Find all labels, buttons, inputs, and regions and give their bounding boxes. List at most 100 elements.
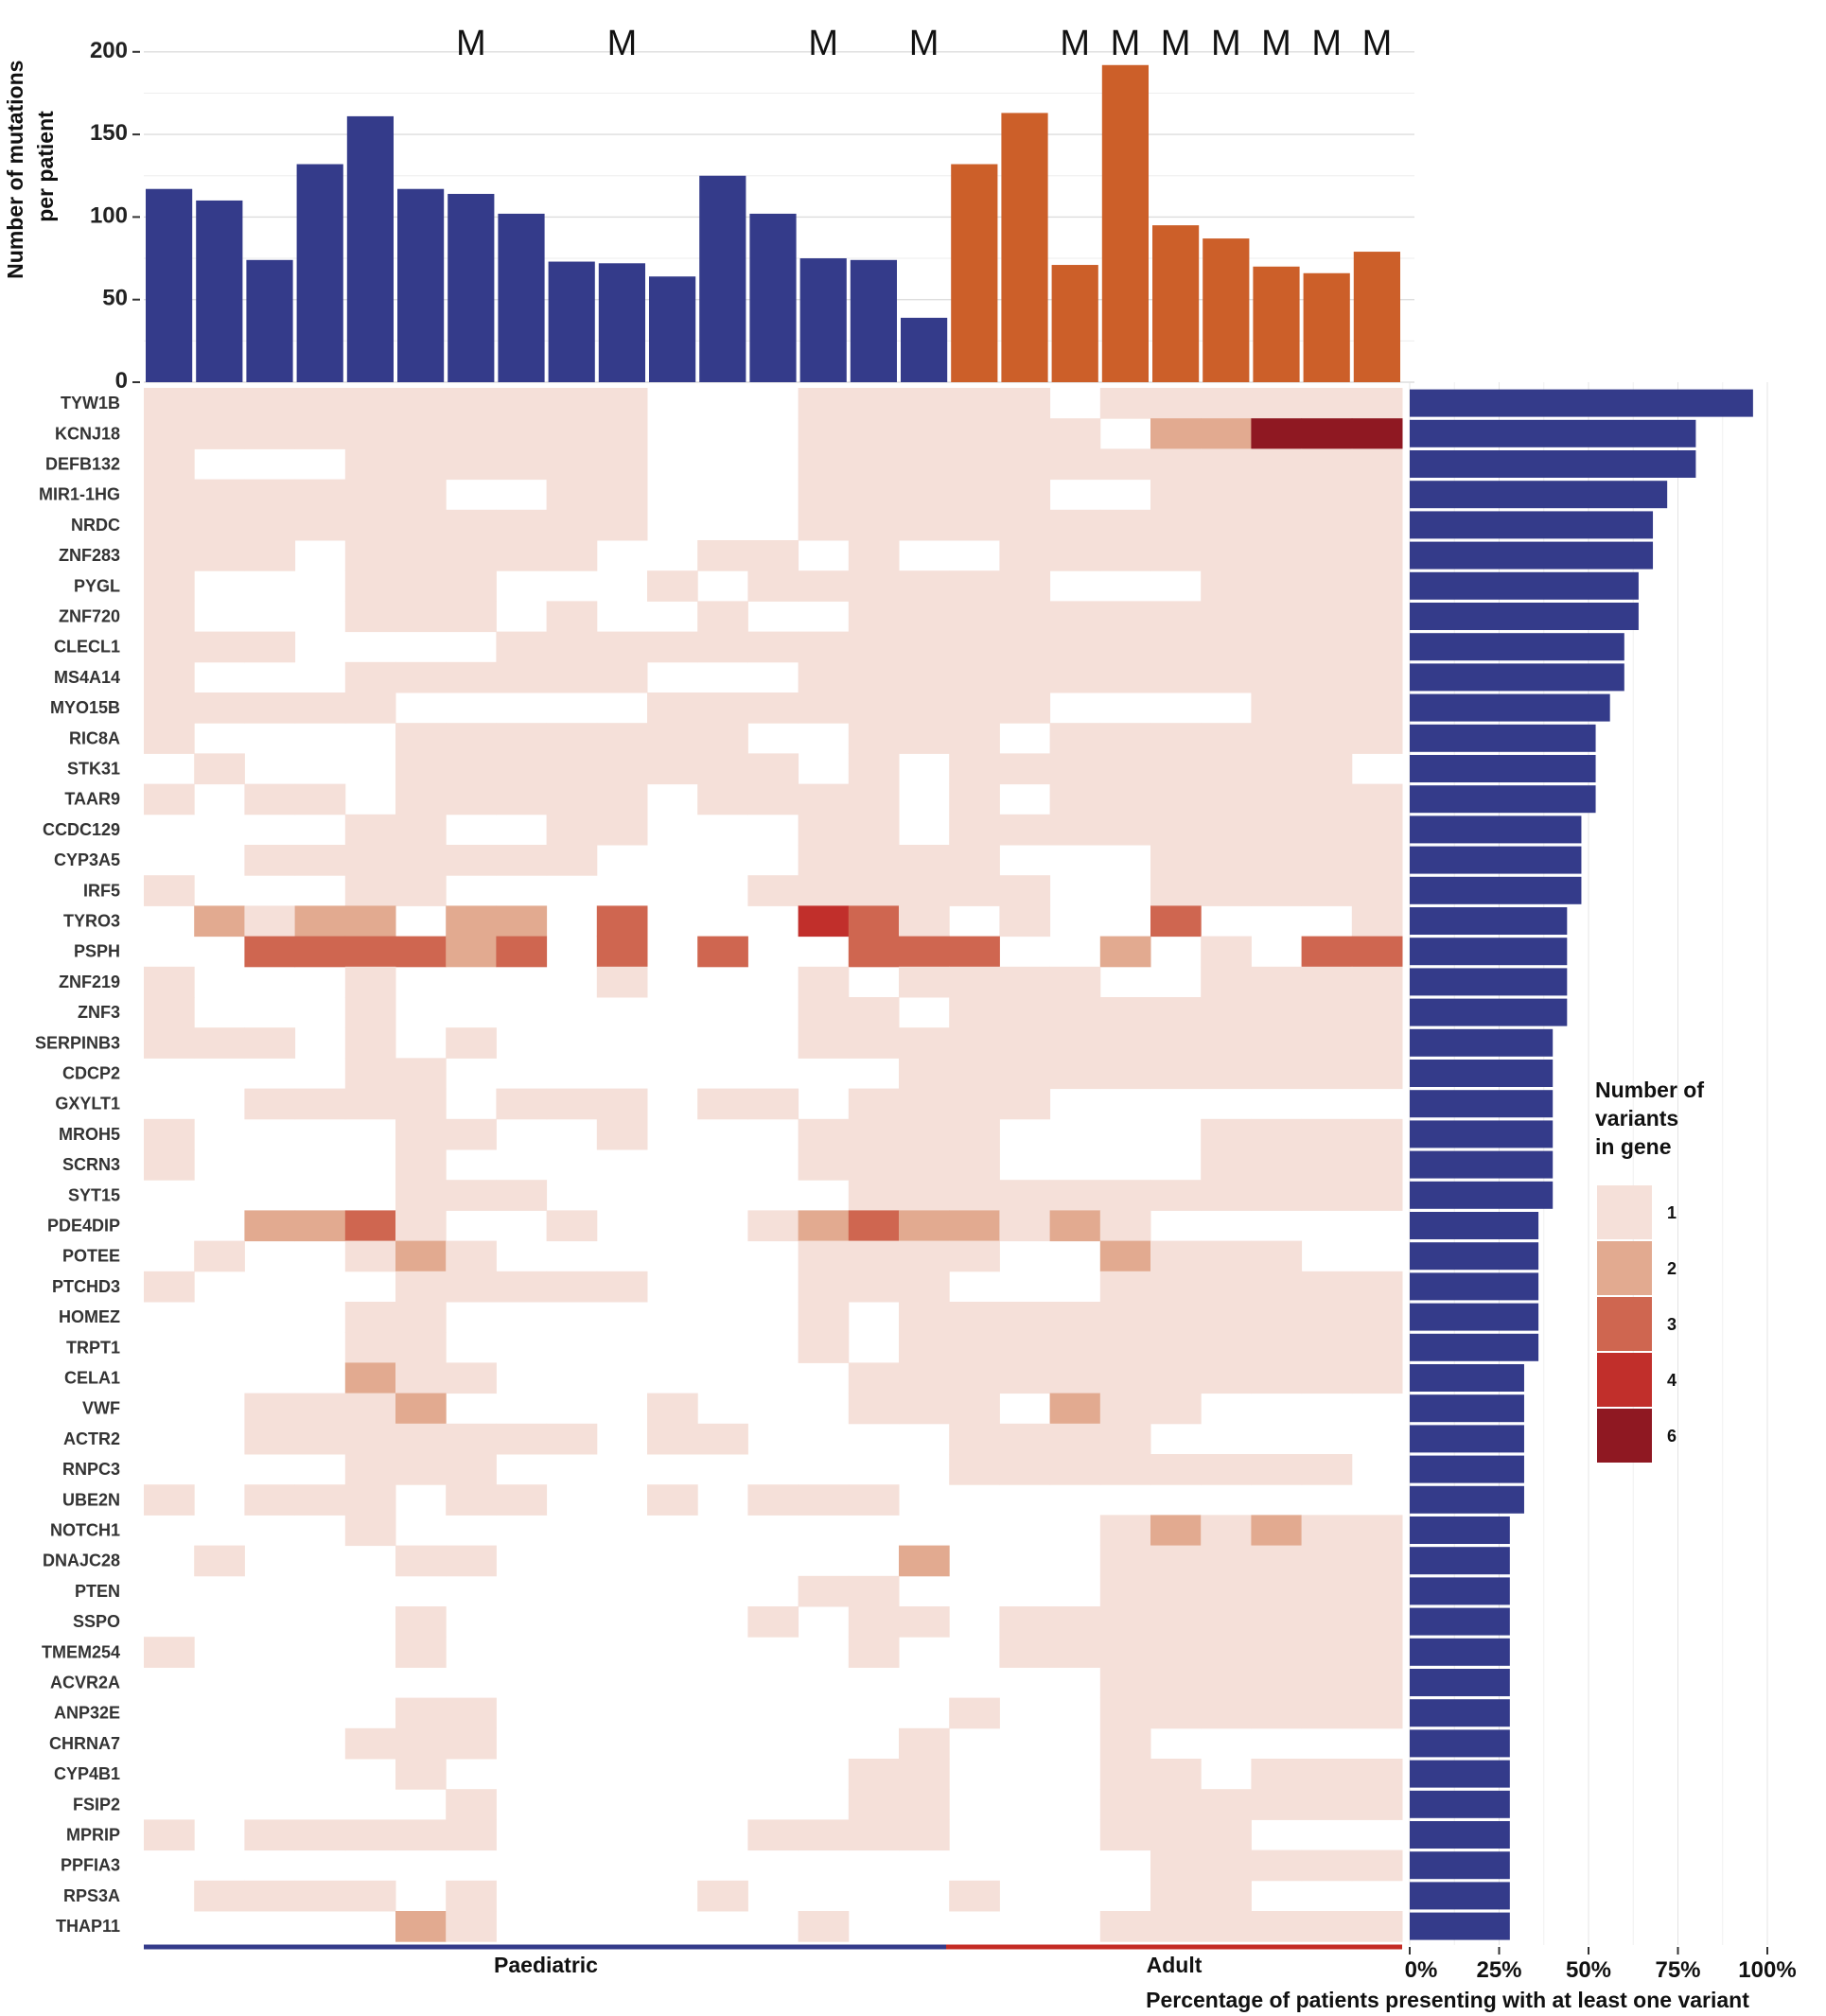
heatmap-cell [596,479,648,511]
heatmap-cell [798,905,850,938]
heatmap-cell [596,418,648,449]
mutation-bar [548,261,595,382]
heatmap-cell [344,845,396,876]
heatmap-cell [1251,1789,1303,1820]
heatmap-cell [798,1911,850,1942]
heatmap-cell [949,1027,1000,1059]
heatmap-cell [1201,448,1252,481]
heatmap-cell [1150,1515,1202,1547]
heatmap-cell [848,1637,900,1668]
mutation-bar [146,188,193,382]
heatmap-cell [496,753,548,785]
heatmap-cell [1301,783,1353,815]
legend-title: Number of variants in gene [1595,1078,1710,1159]
heatmap-cell [949,1302,1000,1333]
heatmap-cell [899,1789,950,1820]
heatmap-cell [1150,997,1202,1028]
heatmap-cell [1049,509,1101,541]
gene-label: CELA1 [64,1369,120,1388]
heatmap-cell [1201,783,1252,815]
heatmap-cell [395,1058,447,1090]
heatmap-cell [344,1515,396,1547]
heatmap-cell [395,1210,447,1242]
heatmap-cell [899,845,950,876]
legend-title-line-2: variants [1595,1106,1678,1131]
heatmap-cell [1351,845,1403,876]
heatmap-cell [899,1606,950,1638]
heatmap-cell [999,601,1051,633]
heatmap-cell [1351,1058,1403,1090]
legend-swatch [1597,1409,1652,1463]
heatmap-cell [798,1027,850,1059]
heatmap-cell [395,814,447,846]
heatmap-cell [798,875,850,906]
heatmap-cell [496,448,548,481]
heatmap-cell [848,1575,900,1607]
heatmap-cell [395,783,447,815]
heatmap-cell [294,905,346,938]
percentage-bar [1410,571,1639,600]
heatmap-cell [1351,570,1403,602]
heatmap-cell [1251,1911,1303,1942]
heatmap-cell [999,570,1051,602]
heatmap-cell [546,1423,598,1455]
heatmap-cell [1201,814,1252,846]
heatmap-cell [1351,601,1403,633]
percentage-bar [1410,1060,1554,1087]
gene-label: ZNF219 [59,973,120,991]
heatmap-cell [1099,448,1151,481]
heatmap-cell [1301,1637,1353,1668]
heatmap-cell [949,783,1000,815]
heatmap-cell [395,1332,447,1363]
heatmap-cell [1301,1759,1353,1790]
heatmap-cell [1251,1454,1303,1485]
heatmap-cell [1301,1789,1353,1820]
heatmap-cell [446,509,497,541]
heatmap-cell [496,631,548,663]
heatmap-cell [144,601,195,633]
heatmap-cell [1099,814,1151,846]
heatmap-cell [899,1545,950,1577]
heatmap-cell [446,661,497,693]
heatmap-cell [546,631,598,663]
percentage-bar [1410,1150,1554,1179]
x-tick-label: 75% [1655,1957,1700,1983]
heatmap-cell [1049,723,1101,754]
heatmap-cell [949,936,1000,968]
gene-label: ACVR2A [50,1674,120,1692]
mutation-bar [649,276,696,382]
heatmap-cell [1251,1515,1303,1547]
heatmap-cell [1150,479,1202,511]
heatmap-cell [596,1118,648,1150]
gene-label: CDCP2 [62,1064,120,1083]
heatmap-cell [546,448,598,481]
heatmap-cell [999,753,1051,785]
heatmap-cell [848,1789,900,1820]
heatmap-cell [1351,814,1403,846]
gene-label: KCNJ18 [55,424,120,443]
heatmap-cell [1150,845,1202,876]
heatmap-cell [697,540,748,571]
heatmap-cell [1251,509,1303,541]
heatmap-cell [1251,448,1303,481]
heatmap-cells [144,388,1403,1942]
heatmap-cell [344,875,396,906]
heatmap-cell [798,1149,850,1181]
gene-label: PSPH [74,942,120,961]
gene-label: NRDC [71,516,120,535]
x-tick-label: 25% [1476,1957,1521,1983]
heatmap-cell [798,1271,850,1303]
heatmap-cell [747,753,799,785]
heatmap-cell [1150,661,1202,693]
percentage-bar [1410,1821,1510,1849]
heatmap-cell [1049,1027,1101,1059]
heatmap-cell [546,1271,598,1303]
heatmap-cell [1301,1849,1353,1882]
heatmap-cell [144,479,195,511]
heatmap-cell [848,388,900,419]
heatmap-cell [294,418,346,449]
heatmap-cell [1301,1515,1353,1547]
gene-label: SERPINB3 [35,1033,120,1052]
heatmap-cell [1099,1302,1151,1333]
heatmap-cell [244,388,296,419]
